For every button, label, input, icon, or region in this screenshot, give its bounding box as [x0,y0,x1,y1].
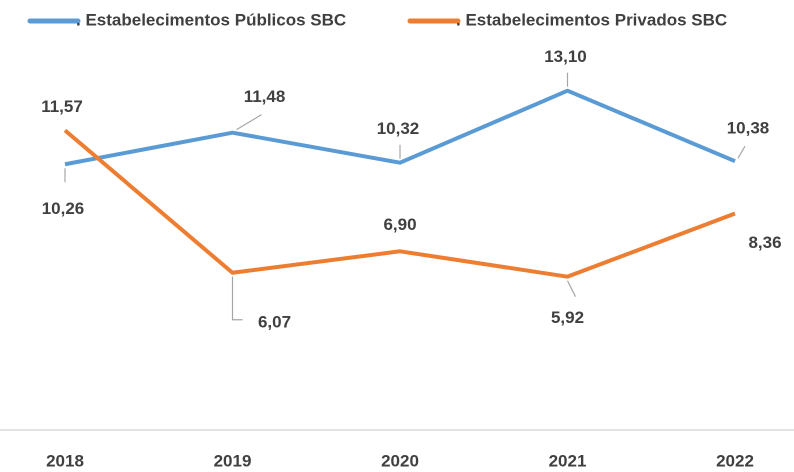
x-tick-label: 2022 [716,451,754,470]
data-label: 13,10 [544,47,587,66]
leader-line [231,276,243,321]
data-label: 8,36 [748,233,781,252]
data-label: 6,07 [258,312,291,331]
x-tick-label: 2020 [381,451,419,470]
series-line [63,128,736,279]
legend-label: . Estabelecimentos Privados SBC [456,10,727,29]
x-tick-label: 2018 [46,451,84,470]
leader-line [566,280,577,297]
data-label: 11,48 [244,87,286,106]
leader-line [737,145,746,159]
series-line [64,88,736,167]
legend-label: . Estabelecimentos Públicos SBC [76,10,346,29]
data-label: 10,38 [727,119,770,138]
x-tick-label: 2019 [214,451,252,470]
x-tick-label: 2021 [549,451,587,470]
data-label: 6,90 [383,215,416,234]
data-label: 10,26 [42,199,85,218]
data-label: 10,32 [377,119,420,138]
leader-line [236,114,262,131]
data-label: 5,92 [551,308,584,327]
data-label: 11,57 [41,97,83,116]
